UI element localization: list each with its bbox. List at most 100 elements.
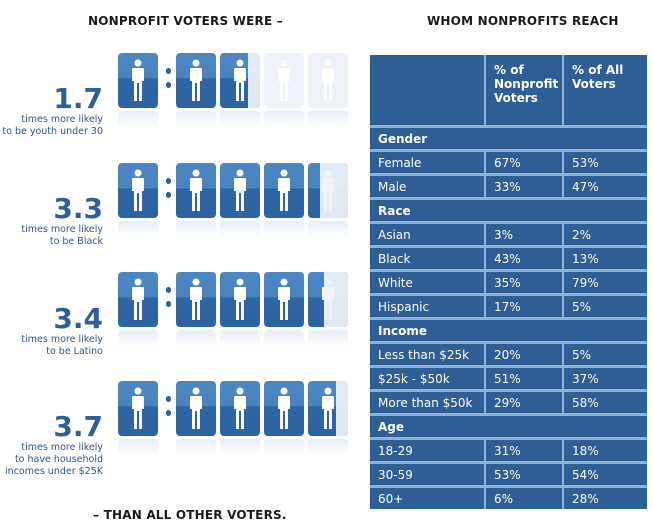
- stat-value: 3.3: [53, 192, 103, 225]
- nonprofit-value: 20%: [484, 341, 564, 368]
- all-value: 18%: [562, 437, 647, 464]
- table-row: Less than $25k 20% 5%: [370, 341, 647, 368]
- nonprofit-value: 53%: [484, 461, 564, 488]
- ratio-colon-icon: [166, 178, 171, 206]
- person-icon: [308, 53, 348, 108]
- row-label: Male: [370, 173, 486, 200]
- stat-desc: to be Latino: [46, 346, 103, 357]
- nonprofit-value: 67%: [484, 149, 564, 176]
- all-value: 47%: [562, 173, 647, 200]
- person-icon: [264, 53, 304, 108]
- person-icon: [308, 163, 348, 218]
- stat-desc: times more likely: [21, 114, 103, 125]
- row-label: Black: [370, 245, 486, 272]
- stat-youth: 1.7 times more likely to be youth under …: [0, 84, 103, 138]
- stat-value: 1.7: [53, 82, 103, 115]
- stat-desc: to have household: [14, 454, 103, 465]
- section-label: Race: [370, 197, 647, 224]
- table-row: Asian 3% 2%: [370, 221, 647, 248]
- stat-desc: to be youth under 30: [2, 126, 103, 137]
- person-icon: [118, 163, 158, 218]
- table-row: Hispanic 17% 5%: [370, 293, 647, 320]
- ratio-colon-icon: [166, 68, 171, 96]
- section-header-row: Income: [370, 317, 647, 344]
- stat-desc: to be Black: [49, 236, 103, 247]
- table-row: 60+ 6% 28%: [370, 485, 647, 509]
- nonprofit-value: 35%: [484, 269, 564, 296]
- row-label: 30-59: [370, 461, 486, 488]
- section-header-row: Age: [370, 413, 647, 440]
- all-value: 54%: [562, 461, 647, 488]
- all-value: 79%: [562, 269, 647, 296]
- row-label: Less than $25k: [370, 341, 486, 368]
- nonprofit-value: 3%: [484, 221, 564, 248]
- nonprofit-value: 51%: [484, 365, 564, 392]
- row-label: Female: [370, 149, 486, 176]
- person-icon: [308, 272, 348, 327]
- stat-latino: 3.4 times more likely to be Latino: [0, 304, 103, 358]
- nonprofit-value: 33%: [484, 173, 564, 200]
- row-label: 60+: [370, 485, 486, 509]
- row-label: Hispanic: [370, 293, 486, 320]
- person-icon: [308, 381, 348, 436]
- left-footer: – THAN ALL OTHER VOTERS.: [93, 508, 287, 522]
- nonprofit-value: 43%: [484, 245, 564, 272]
- nonprofit-value: 6%: [484, 485, 564, 509]
- all-value: 5%: [562, 341, 647, 368]
- person-icon: [220, 381, 260, 436]
- all-value: 2%: [562, 221, 647, 248]
- all-value: 53%: [562, 149, 647, 176]
- row-label: White: [370, 269, 486, 296]
- header-blank: [370, 55, 486, 128]
- section-label: Age: [370, 413, 647, 440]
- all-value: 13%: [562, 245, 647, 272]
- table-row: Black 43% 13%: [370, 245, 647, 272]
- all-value: 58%: [562, 389, 647, 416]
- person-icon: [176, 272, 216, 327]
- person-icon: [264, 381, 304, 436]
- ratio-colon-icon: [166, 396, 171, 424]
- person-icon: [220, 272, 260, 327]
- stat-desc: times more likely: [21, 334, 103, 345]
- all-value: 5%: [562, 293, 647, 320]
- all-value: 28%: [562, 485, 647, 509]
- row-label: Asian: [370, 221, 486, 248]
- stat-desc: times more likely: [21, 224, 103, 235]
- table-row: More than $50k 29% 58%: [370, 389, 647, 416]
- section-header-row: Race: [370, 197, 647, 224]
- stat-desc: times more likely: [21, 442, 103, 453]
- nonprofit-value: 29%: [484, 389, 564, 416]
- table-row: 18-29 31% 18%: [370, 437, 647, 464]
- person-icon: [118, 272, 158, 327]
- ratio-colon-icon: [166, 287, 171, 315]
- person-icon: [118, 53, 158, 108]
- right-title: WHOM NONPROFITS REACH: [427, 14, 619, 28]
- all-value: 37%: [562, 365, 647, 392]
- stat-value: 3.4: [53, 302, 103, 335]
- left-title: NONPROFIT VOTERS WERE –: [88, 14, 283, 28]
- table-header-row: % of Nonprofit Voters % of All Voters: [370, 55, 647, 128]
- table-row: Male 33% 47%: [370, 173, 647, 200]
- stat-income: 3.7 times more likely to have household …: [0, 412, 103, 478]
- stat-black: 3.3 times more likely to be Black: [0, 194, 103, 248]
- section-header-row: Gender: [370, 125, 647, 152]
- person-icon: [176, 381, 216, 436]
- person-icon: [264, 272, 304, 327]
- section-label: Income: [370, 317, 647, 344]
- row-label: 18-29: [370, 437, 486, 464]
- table-row: $25k - $50k 51% 37%: [370, 365, 647, 392]
- section-label: Gender: [370, 125, 647, 152]
- nonprofit-reach-table: % of Nonprofit Voters % of All Voters Ge…: [370, 55, 647, 509]
- row-label: More than $50k: [370, 389, 486, 416]
- header-all: % of All Voters: [562, 55, 647, 128]
- person-icon: [118, 381, 158, 436]
- header-nonprofit: % of Nonprofit Voters: [484, 55, 564, 128]
- person-icon: [220, 163, 260, 218]
- nonprofit-value: 17%: [484, 293, 564, 320]
- stat-value: 3.7: [53, 410, 103, 443]
- nonprofit-value: 31%: [484, 437, 564, 464]
- table-row: Female 67% 53%: [370, 149, 647, 176]
- stat-desc: incomes under $25K: [5, 466, 103, 477]
- person-icon: [176, 53, 216, 108]
- table-row: 30-59 53% 54%: [370, 461, 647, 488]
